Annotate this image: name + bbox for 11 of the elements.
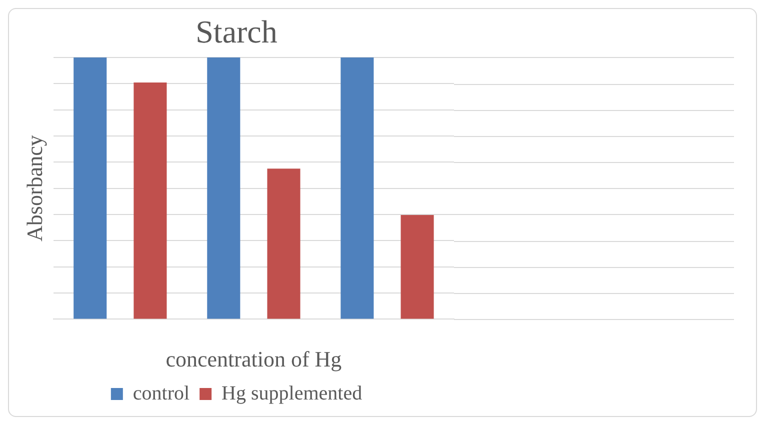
bar [207,57,240,319]
legend-label: Hg supplemented [222,382,362,404]
bar [134,82,167,319]
chart-title: Starch [196,14,278,50]
y-axis-title: Absorbancy [22,135,47,242]
legend-label: control [132,382,190,404]
bar [74,57,107,319]
x-axis-title: concentration of Hg [166,346,342,372]
bar [267,168,300,319]
bar [400,215,434,319]
bar [340,57,374,319]
